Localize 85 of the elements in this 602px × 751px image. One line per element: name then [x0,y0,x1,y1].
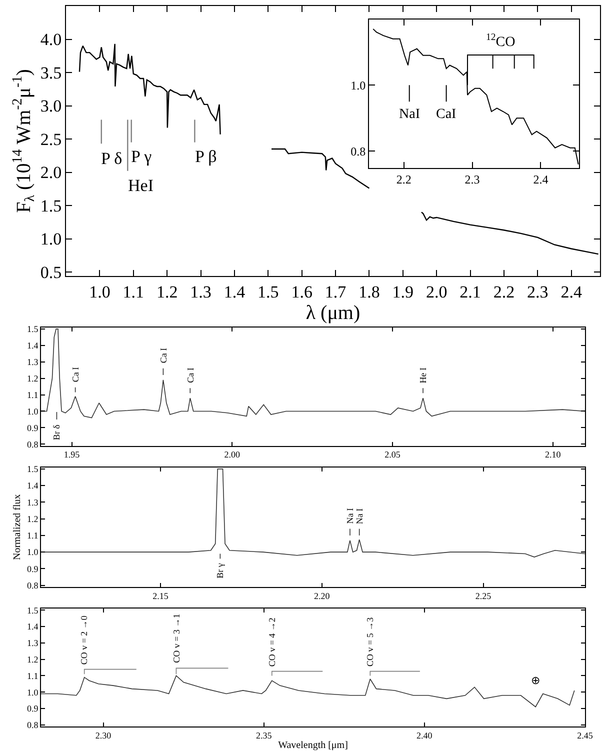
y-tick-label: 1.3 [26,356,39,367]
y-tick-label: 1.0 [40,230,62,249]
y-tick-label: 1.5 [26,464,39,474]
y-tick-label: 0.8 [26,720,39,730]
x-tick-label: 1.1 [122,282,144,302]
annotation: P γ [131,147,152,166]
y-tick-label: 1.1 [26,530,38,541]
x-tick-label: 2.40 [416,730,433,740]
x-tick-label: 1.9 [392,282,414,302]
x-tick-label: 2.2 [493,282,515,302]
y-tick-label: 1.2 [26,654,38,664]
annotation: P β [195,147,217,166]
annotation: HeI [128,176,154,195]
y-tick-label: 1.4 [26,340,39,351]
y-tick-label: 1.0 [26,547,39,558]
annotation: Br δ [51,424,62,440]
x-tick-label: 2.35 [256,730,272,740]
x-tick-label: 1.3 [190,282,212,302]
annotation: CO v = 3 →1 [172,614,182,663]
annotation: $^{12}$CO [486,32,516,50]
y-tick-label: 1.3 [26,497,39,508]
y-tick-label: 1.5 [40,196,62,216]
x-tick-label: 1.8 [358,282,380,302]
x-tick-label: 1.7 [324,282,347,302]
y-tick-label: 2.5 [40,130,62,149]
x-tick-label: 2.05 [384,450,401,460]
x-tick-label: 2.4 [560,282,582,302]
annotation: Br γ [214,563,225,578]
y-tick-label: 3.5 [40,63,62,82]
x-tick-label: 1.5 [258,282,279,302]
x-tick-label: 2.15 [152,590,169,601]
annotation: Ca I [158,348,168,364]
y-tick-label: 0.9 [26,704,39,714]
x-tick-label: 2.4 [533,172,548,186]
y-tick-label: 0.5 [40,262,62,282]
x-tick-label: 2.1 [460,282,481,302]
x-tick-label: 2.20 [314,590,330,601]
annotation: CO v = 2 →0 [79,615,90,665]
y-tick-label: 1.3 [26,638,39,648]
y-tick-label: 1.4 [26,622,39,632]
annotation: Na I [354,508,365,524]
y-tick-label: 1.2 [26,514,38,524]
y-tick-label: 1.1 [26,670,38,681]
x-tick-label: 2.3 [527,282,548,302]
x-tick-label: 2.30 [95,730,112,740]
y-tick-label: 1.5 [26,324,39,334]
annotation: ⊕ [531,675,540,687]
x-tick-label: 1.6 [291,282,312,302]
x-axis-title: λ (μm) [306,302,360,324]
x-tick-label: 2.00 [224,450,241,460]
x-tick-label: 1.95 [64,450,80,460]
y-tick-label: 4.0 [40,30,62,50]
y-tick-label: 0.8 [26,580,39,590]
annotation: P δ [101,149,122,168]
x-tick-label: 2.3 [464,172,480,186]
x-tick-label: 2.0 [426,282,448,302]
annotation: Ca I [70,366,80,382]
x-tick-label: 2.2 [396,172,412,186]
x-tick-label: 2.10 [545,450,562,460]
x-axis-title: Wavelength [μm] [278,740,348,751]
y-tick-label: 3.0 [40,96,62,116]
y-tick-label: 0.8 [26,439,39,450]
y-tick-label: 1.2 [26,373,38,384]
y-tick-label: 1.0 [26,406,39,416]
annotation: Ca I [185,368,196,383]
x-tick-label: 1.0 [89,282,110,302]
annotation: CaI [436,107,457,122]
y-tick-label: 1.5 [26,605,39,616]
x-tick-label: 2.25 [475,590,492,601]
annotation: CO v = 5 →3 [364,616,375,666]
y-tick-label: 0.9 [26,564,39,574]
annotation: Na I [345,508,356,524]
y-tick-label: 1.0 [26,687,39,698]
y-tick-label: 0.9 [26,422,39,433]
annotation: NaI [399,107,420,122]
annotation: He I [418,367,428,384]
y-tick-label: 0.8 [350,144,366,158]
x-tick-label: 1.2 [156,282,178,302]
y-axis-title: Normalized flux [12,494,23,560]
x-tick-label: 1.4 [224,282,246,302]
y-tick-label: 1.4 [26,480,39,491]
y-tick-label: 1.1 [26,390,38,400]
x-tick-label: 2.45 [577,730,594,740]
annotation: CO v = 4 →2 [267,618,278,667]
line-series [41,675,575,708]
